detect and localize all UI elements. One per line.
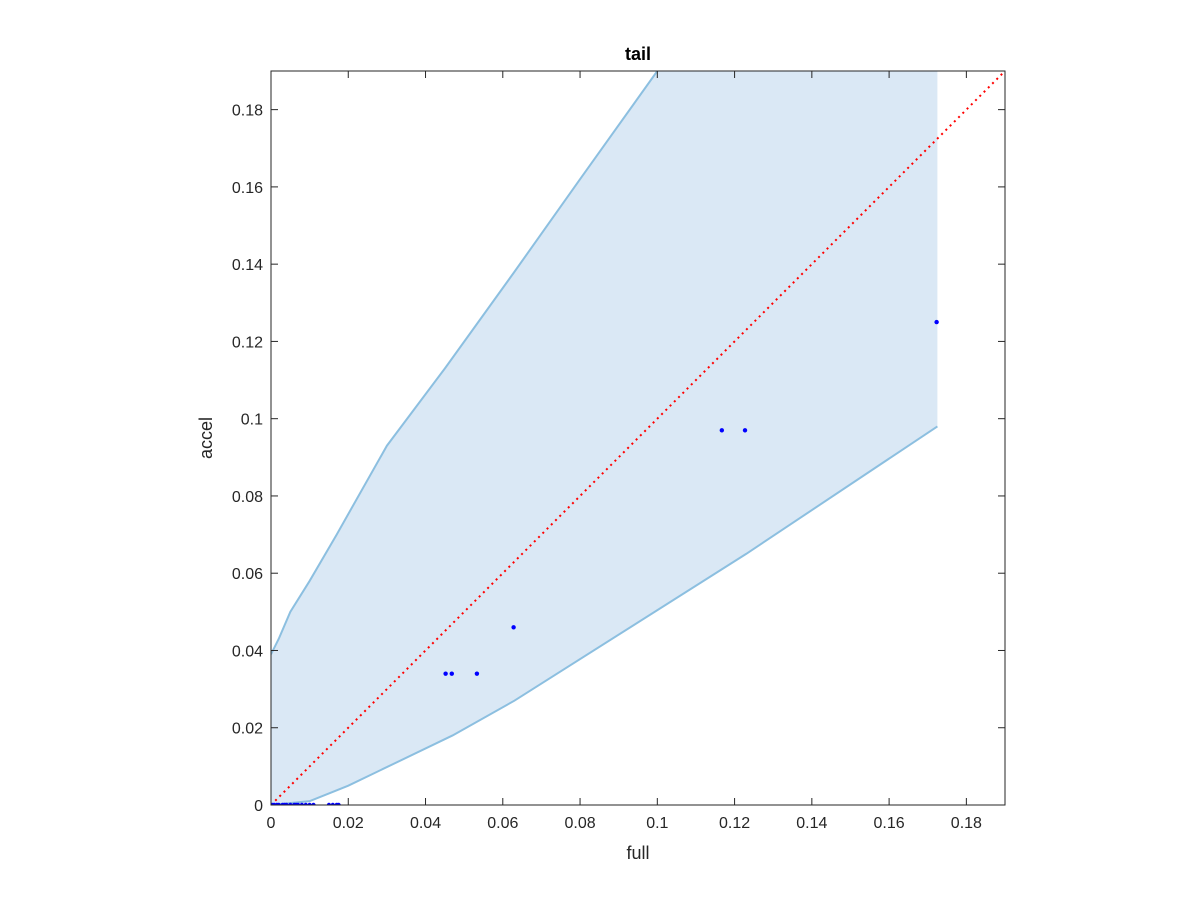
data-point	[276, 802, 281, 805]
plot-content	[271, 71, 1005, 805]
x-tick-label: 0.18	[951, 815, 982, 832]
x-tick-label: 0.12	[719, 815, 750, 832]
y-axis-label: accel	[196, 417, 216, 459]
data-point	[742, 428, 748, 433]
x-tick-label: 0.06	[487, 815, 518, 832]
x-tick-label: 0.02	[333, 815, 364, 832]
confidence-band	[271, 71, 938, 805]
band-lower-line	[271, 425, 938, 805]
data-point	[295, 802, 301, 805]
data-point	[934, 319, 939, 325]
data-point	[511, 625, 516, 630]
data-point	[449, 671, 454, 676]
y-tick-label: 0.02	[232, 721, 263, 738]
data-point	[288, 802, 293, 805]
y-tick-label: 0.14	[232, 257, 263, 274]
x-tick-label: 0.08	[564, 815, 595, 832]
y-tick-label: 0.06	[232, 566, 263, 583]
y-tick-label: 0.08	[232, 489, 263, 506]
y-tick-label: 0.16	[232, 180, 263, 197]
data-point	[443, 671, 448, 676]
data-point	[330, 802, 336, 805]
data-point	[311, 802, 316, 805]
y-tick-label: 0.12	[232, 334, 263, 351]
y-tick-label: 0.1	[241, 412, 263, 429]
data-point	[719, 428, 725, 433]
y-tick-label: 0	[254, 798, 263, 815]
data-point	[303, 802, 308, 805]
band-upper-line	[271, 71, 659, 655]
x-axis-label: full	[626, 843, 649, 863]
data-point	[326, 802, 332, 805]
x-tick-label: 0	[267, 815, 276, 832]
x-tick-label: 0.1	[646, 815, 668, 832]
axes: 0 0.02 0.04 0.06 0.08 0.1 0.12 0.14 0.16 0.18 0 0.0…	[232, 70, 1006, 832]
x-tick-label: 0.04	[410, 815, 441, 832]
y-tick-label: 0.18	[232, 103, 263, 120]
data-point	[474, 671, 480, 676]
y-tick-label: 0.04	[232, 643, 263, 660]
axes-box	[270, 70, 1006, 806]
data-point	[307, 802, 312, 805]
reference-line	[271, 71, 1005, 805]
data-point	[284, 802, 289, 805]
chart-title: tail	[625, 44, 651, 64]
x-tick-label: 0.16	[874, 815, 905, 832]
x-tick-label: 0.14	[796, 815, 827, 832]
data-point	[336, 802, 341, 805]
data-point	[299, 802, 305, 805]
plot-area	[271, 71, 1005, 805]
